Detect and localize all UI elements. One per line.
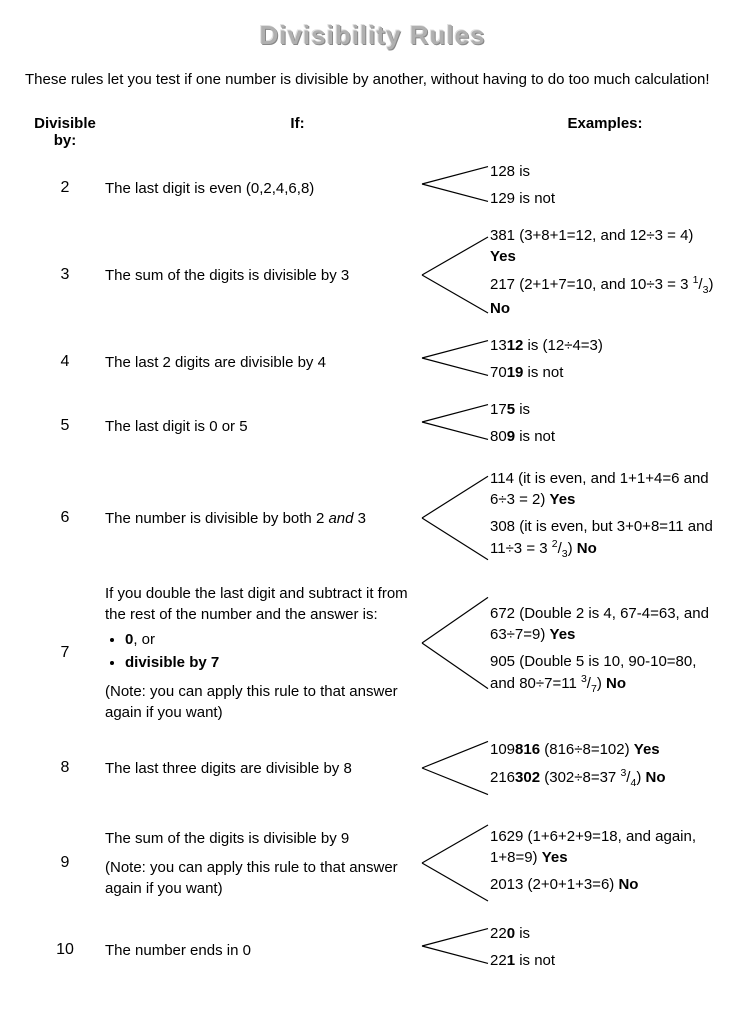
header-if: If: bbox=[105, 115, 490, 149]
rule-row: 3The sum of the digits is divisible by 3… bbox=[25, 225, 720, 325]
rule-row: 9The sum of the digits is divisible by 9… bbox=[25, 813, 720, 913]
example-item: 7019 is not bbox=[490, 362, 720, 383]
example-item: 1629 (1+6+2+9=18, and again, 1+8=9) Yes bbox=[490, 826, 720, 868]
example-item: 2013 (2+0+1+3=6) No bbox=[490, 874, 720, 895]
divisor-value: 9 bbox=[25, 854, 105, 872]
examples-cell: 1629 (1+6+2+9=18, and again, 1+8=9) Yes 2… bbox=[490, 826, 720, 901]
example-item: 114 (it is even, and 1+1+4=6 and 6÷3 = 2… bbox=[490, 468, 720, 510]
example-item: 128 is bbox=[490, 161, 720, 182]
examples-cell: 1312 is (12÷4=3) 7019 is not bbox=[490, 335, 720, 389]
rule-row: 2The last digit is even (0,2,4,6,8) 128 i… bbox=[25, 161, 720, 215]
bracket-lines bbox=[420, 335, 490, 381]
examples-cell: 220 is 221 is not bbox=[490, 923, 720, 977]
rule-row: 4The last 2 digits are divisible by 4 131… bbox=[25, 335, 720, 389]
rule-text: The last digit is 0 or 5 bbox=[105, 416, 420, 437]
divisor-value: 10 bbox=[25, 941, 105, 959]
divisor-value: 7 bbox=[25, 644, 105, 662]
rule-text: The sum of the digits is divisible by 9(… bbox=[105, 828, 420, 899]
bracket-lines bbox=[420, 225, 490, 325]
rule-text: The number ends in 0 bbox=[105, 940, 420, 961]
examples-cell: 175 is 809 is not bbox=[490, 399, 720, 453]
example-item: 109816 (816÷8=102) Yes bbox=[490, 739, 720, 760]
divisor-value: 2 bbox=[25, 179, 105, 197]
divisor-value: 4 bbox=[25, 353, 105, 371]
bracket-lines bbox=[420, 923, 490, 969]
divisor-value: 3 bbox=[25, 266, 105, 284]
bracket-lines bbox=[420, 733, 490, 803]
rule-text: The last 2 digits are divisible by 4 bbox=[105, 352, 420, 373]
example-item: 308 (it is even, but 3+0+8=11 and 11÷3 =… bbox=[490, 516, 720, 562]
example-item: 809 is not bbox=[490, 426, 720, 447]
examples-cell: 128 is 129 is not bbox=[490, 161, 720, 215]
example-item: 216302 (302÷8=37 3/4) No bbox=[490, 766, 720, 791]
divisor-value: 8 bbox=[25, 759, 105, 777]
example-item: 381 (3+8+1=12, and 12÷3 = 4) Yes bbox=[490, 225, 720, 267]
rule-row: 8The last three digits are divisible by … bbox=[25, 733, 720, 803]
divisor-value: 6 bbox=[25, 509, 105, 527]
rule-row: 10The number ends in 0 220 is 221 is not bbox=[25, 923, 720, 977]
examples-cell: 109816 (816÷8=102) Yes 216302 (302÷8=37 3… bbox=[490, 739, 720, 797]
bracket-lines bbox=[420, 583, 490, 703]
rule-text: The last three digits are divisible by 8 bbox=[105, 758, 420, 779]
example-item: 175 is bbox=[490, 399, 720, 420]
example-item: 672 (Double 2 is 4, 67-4=63, and 63÷7=9)… bbox=[490, 603, 720, 645]
intro-text: These rules let you test if one number i… bbox=[25, 69, 720, 90]
rule-text: If you double the last digit and subtrac… bbox=[105, 583, 420, 723]
example-item: 905 (Double 5 is 10, 90-10=80, and 80÷7=… bbox=[490, 651, 720, 697]
example-item: 1312 is (12÷4=3) bbox=[490, 335, 720, 356]
rule-row: 6The number is divisible by both 2 and 3… bbox=[25, 463, 720, 573]
header-divisible: Divisible by: bbox=[25, 115, 105, 149]
bracket-lines bbox=[420, 463, 490, 573]
divisor-value: 5 bbox=[25, 417, 105, 435]
page-title: Divisibility Rules bbox=[25, 20, 720, 51]
column-headers: Divisible by: If: Examples: bbox=[25, 115, 720, 149]
rule-row: 7If you double the last digit and subtra… bbox=[25, 583, 720, 723]
rule-text: The number is divisible by both 2 and 3 bbox=[105, 508, 420, 529]
examples-cell: 672 (Double 2 is 4, 67-4=63, and 63÷7=9)… bbox=[490, 603, 720, 703]
example-item: 221 is not bbox=[490, 950, 720, 971]
rules-table: 2The last digit is even (0,2,4,6,8) 128 i… bbox=[25, 161, 720, 977]
rule-row: 5The last digit is 0 or 5 175 is 809 is no… bbox=[25, 399, 720, 453]
examples-cell: 381 (3+8+1=12, and 12÷3 = 4) Yes 217 (2+1… bbox=[490, 225, 720, 325]
bracket-lines bbox=[420, 813, 490, 913]
example-item: 217 (2+1+7=10, and 10÷3 = 3 1/3) No bbox=[490, 273, 720, 319]
rule-text: The last digit is even (0,2,4,6,8) bbox=[105, 178, 420, 199]
example-item: 129 is not bbox=[490, 188, 720, 209]
examples-cell: 114 (it is even, and 1+1+4=6 and 6÷3 = 2… bbox=[490, 468, 720, 568]
bracket-lines bbox=[420, 399, 490, 445]
rule-text: The sum of the digits is divisible by 3 bbox=[105, 265, 420, 286]
example-item: 220 is bbox=[490, 923, 720, 944]
bracket-lines bbox=[420, 161, 490, 207]
header-examples: Examples: bbox=[490, 115, 720, 149]
